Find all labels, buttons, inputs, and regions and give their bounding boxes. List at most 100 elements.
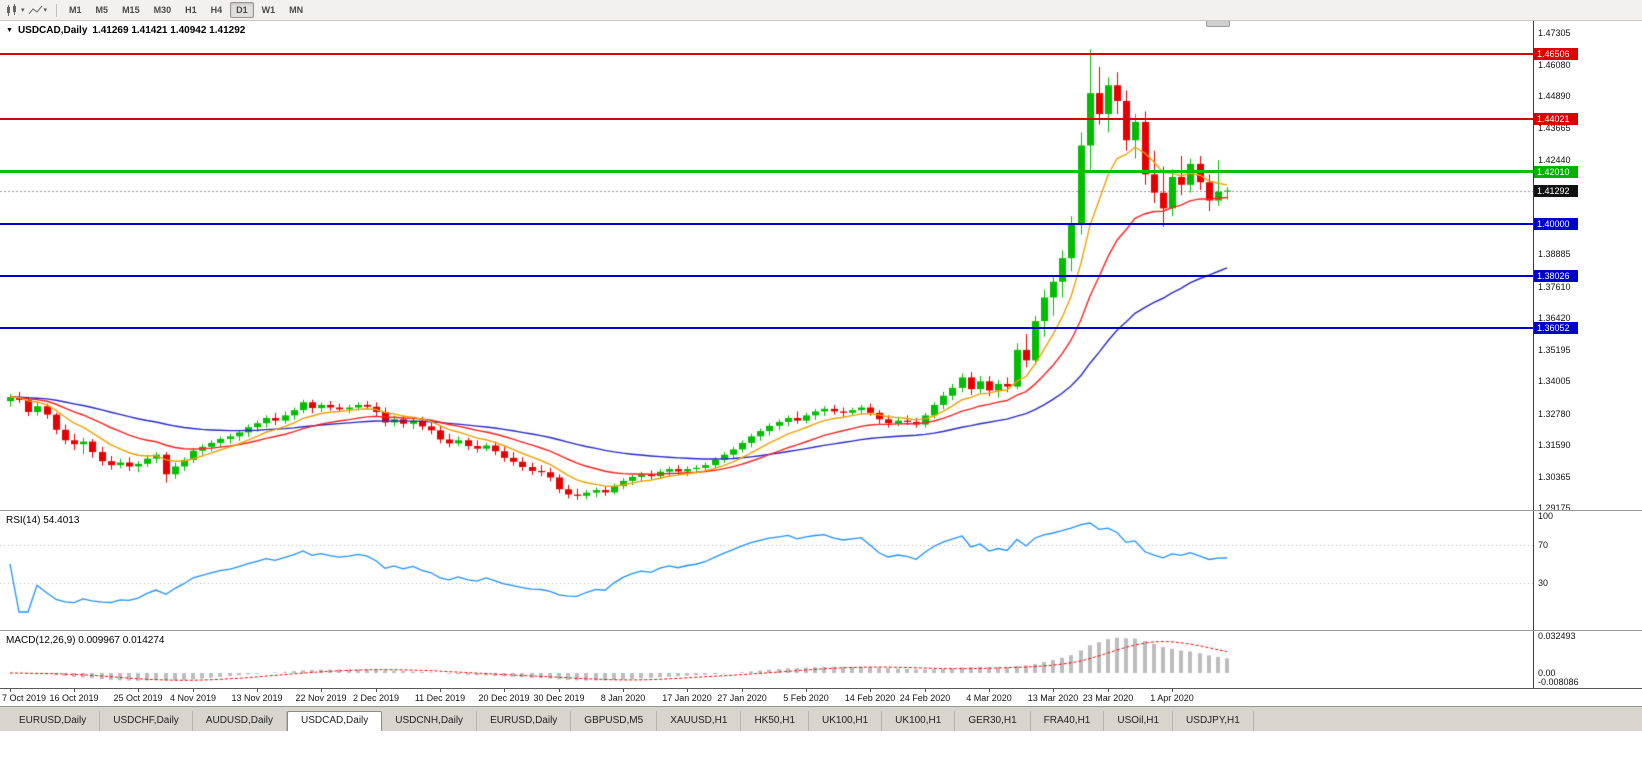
date-label: 1 Apr 2020 xyxy=(1150,693,1194,703)
date-tick xyxy=(10,689,11,692)
date-label: 24 Feb 2020 xyxy=(899,693,951,703)
timeframe-w1[interactable]: W1 xyxy=(261,5,276,15)
timeframe-mn[interactable]: MN xyxy=(289,5,304,15)
rsi-axis-label: 70 xyxy=(1538,539,1549,550)
rsi-pane[interactable]: RSI(14) 54.4013 xyxy=(0,512,1533,630)
chart-tab-uk100-h1[interactable]: UK100,H1 xyxy=(882,711,956,731)
pane-separator[interactable] xyxy=(0,510,1642,511)
chart-tab-audusd-daily[interactable]: AUDUSD,Daily xyxy=(193,711,288,731)
price-badge-1.46506: 1.46506 xyxy=(1534,47,1578,60)
date-tick xyxy=(74,689,75,692)
date-tick xyxy=(321,689,322,692)
indicator-dropdown-icon[interactable]: ▾ xyxy=(43,7,48,14)
price-axis-label: 1.42440 xyxy=(1538,155,1571,166)
date-tick xyxy=(440,689,441,692)
macd-axis-label: 0.032493 xyxy=(1538,631,1576,641)
chart-tab-usdchf-daily[interactable]: USDCHF,Daily xyxy=(100,711,193,731)
price-badge-1.42010: 1.42010 xyxy=(1534,165,1578,178)
chart-tab-usdjpy-h1[interactable]: USDJPY,H1 xyxy=(1173,711,1254,731)
date-tick xyxy=(504,689,505,692)
date-tick xyxy=(193,689,194,692)
price-badge-1.41292: 1.41292 xyxy=(1534,184,1578,197)
timeframe-h1[interactable]: H1 xyxy=(185,5,197,15)
date-label: 5 Feb 2020 xyxy=(783,693,829,703)
candlestick-chart-icon[interactable] xyxy=(5,3,20,17)
price-pane[interactable]: ▼ USDCAD,Daily 1.41269 1.41421 1.40942 1… xyxy=(0,21,1533,510)
rsi-canvas[interactable] xyxy=(0,512,1533,630)
timeframe-m15[interactable]: M15 xyxy=(122,5,140,15)
chart-area[interactable]: ▼ USDCAD,Daily 1.41269 1.41421 1.40942 1… xyxy=(0,21,1642,688)
macd-axis-label: -0.008086 xyxy=(1538,677,1579,688)
rsi-axis-label: 100 xyxy=(1538,511,1554,521)
date-label: 2 Dec 2019 xyxy=(352,693,400,703)
date-label: 20 Dec 2019 xyxy=(478,693,530,703)
collapse-icon[interactable]: ▼ xyxy=(6,27,13,34)
date-label: 7 Oct 2019 xyxy=(2,693,47,703)
price-badge-1.40000: 1.40000 xyxy=(1534,218,1578,231)
chart-tab-usoil-h1[interactable]: USOil,H1 xyxy=(1104,711,1174,731)
status-bar xyxy=(0,731,1642,764)
symbol-title: USDCAD,Daily xyxy=(17,25,88,36)
date-tick xyxy=(1172,689,1173,692)
date-tick xyxy=(1108,689,1109,692)
chart-tab-ger30-h1[interactable]: GER30,H1 xyxy=(955,711,1031,731)
timeframe-d1[interactable]: D1 xyxy=(230,2,254,18)
chart-tab-usdcad-daily[interactable]: USDCAD,Daily xyxy=(287,711,383,731)
price-axis-label: 1.31590 xyxy=(1538,439,1571,450)
chart-title: ▼ USDCAD,Daily 1.41269 1.41421 1.40942 1… xyxy=(6,25,245,36)
date-tick xyxy=(138,689,139,692)
chart-tab-eurusd-daily[interactable]: EURUSD,Daily xyxy=(6,711,101,731)
chart-tab-hk50-h1[interactable]: HK50,H1 xyxy=(741,711,810,731)
pane-separator[interactable] xyxy=(0,630,1642,631)
rsi-label: RSI(14) 54.4013 xyxy=(6,515,80,526)
timeframe-m30[interactable]: M30 xyxy=(153,5,172,15)
price-axis[interactable]: 1.47305 1.46080 1.44890 1.43665 1.42440 1.388… xyxy=(1533,21,1642,688)
hline-1.4201[interactable] xyxy=(0,170,1533,174)
macd-canvas[interactable] xyxy=(0,632,1533,688)
date-label: 13 Mar 2020 xyxy=(1027,693,1079,703)
macd-axis-label: 0.00 xyxy=(1538,668,1556,678)
line-chart-icon[interactable] xyxy=(28,4,43,17)
chart-tab-uk100-h1[interactable]: UK100,H1 xyxy=(809,711,883,731)
date-label: 8 Jan 2020 xyxy=(600,693,646,703)
ohlc-values: 1.41269 1.41421 1.40942 1.41292 xyxy=(92,25,246,36)
date-tick xyxy=(989,689,990,692)
hline-1.36052[interactable] xyxy=(0,326,1533,329)
price-axis-label: 1.32780 xyxy=(1538,408,1571,419)
date-tick xyxy=(559,689,560,692)
chart-tab-gbpusd-m5[interactable]: GBPUSD,M5 xyxy=(571,711,658,731)
price-axis-label: 1.43665 xyxy=(1538,123,1571,134)
chart-scrollbar-thumb[interactable] xyxy=(1206,21,1230,27)
hline-1.38026[interactable] xyxy=(0,275,1533,278)
chart-type-dropdown-icon[interactable]: ▾ xyxy=(21,7,25,14)
date-tick xyxy=(925,689,926,692)
price-axis-label: 1.34005 xyxy=(1538,376,1571,387)
timeframe-toolbar: ▾ ▾ M1 M5 M15 M30 H1 H4 D1 W1 MN xyxy=(0,0,1642,21)
time-axis[interactable]: 7 Oct 2019 16 Oct 2019 25 Oct 2019 4 Nov 20… xyxy=(0,688,1642,706)
date-tick xyxy=(870,689,871,692)
date-label: 23 Mar 2020 xyxy=(1082,693,1134,703)
date-label: 22 Nov 2019 xyxy=(295,693,347,703)
date-tick xyxy=(742,689,743,692)
timeframe-m5[interactable]: M5 xyxy=(95,5,109,15)
hline-1.46506[interactable] xyxy=(0,52,1533,55)
timeframe-h4[interactable]: H4 xyxy=(210,5,223,15)
price-axis-label: 1.44890 xyxy=(1538,91,1571,102)
date-tick xyxy=(806,689,807,692)
chart-tab-xauusd-h1[interactable]: XAUUSD,H1 xyxy=(657,711,742,731)
hline-1.44021[interactable] xyxy=(0,118,1533,121)
chart-tab-eurusd-daily[interactable]: EURUSD,Daily xyxy=(477,711,572,731)
macd-pane[interactable]: MACD(12,26,9) 0.009967 0.014274 xyxy=(0,632,1533,688)
price-axis-label: 1.35195 xyxy=(1538,345,1571,356)
date-label: 25 Oct 2019 xyxy=(113,693,163,703)
chart-tab-usdcnh-daily[interactable]: USDCNH,Daily xyxy=(382,711,478,731)
date-tick xyxy=(376,689,377,692)
price-badge-1.38026: 1.38026 xyxy=(1534,270,1578,283)
chart-tab-fra40-h1[interactable]: FRA40,H1 xyxy=(1031,711,1105,731)
timeframe-m1[interactable]: M1 xyxy=(69,5,82,15)
chart-tab-bar: EURUSD,Daily USDCHF,Daily AUDUSD,Daily USDC… xyxy=(0,706,1642,731)
date-label: 13 Nov 2019 xyxy=(231,693,283,703)
candlestick-canvas[interactable] xyxy=(0,21,1533,510)
hline-1.4[interactable] xyxy=(0,223,1533,226)
